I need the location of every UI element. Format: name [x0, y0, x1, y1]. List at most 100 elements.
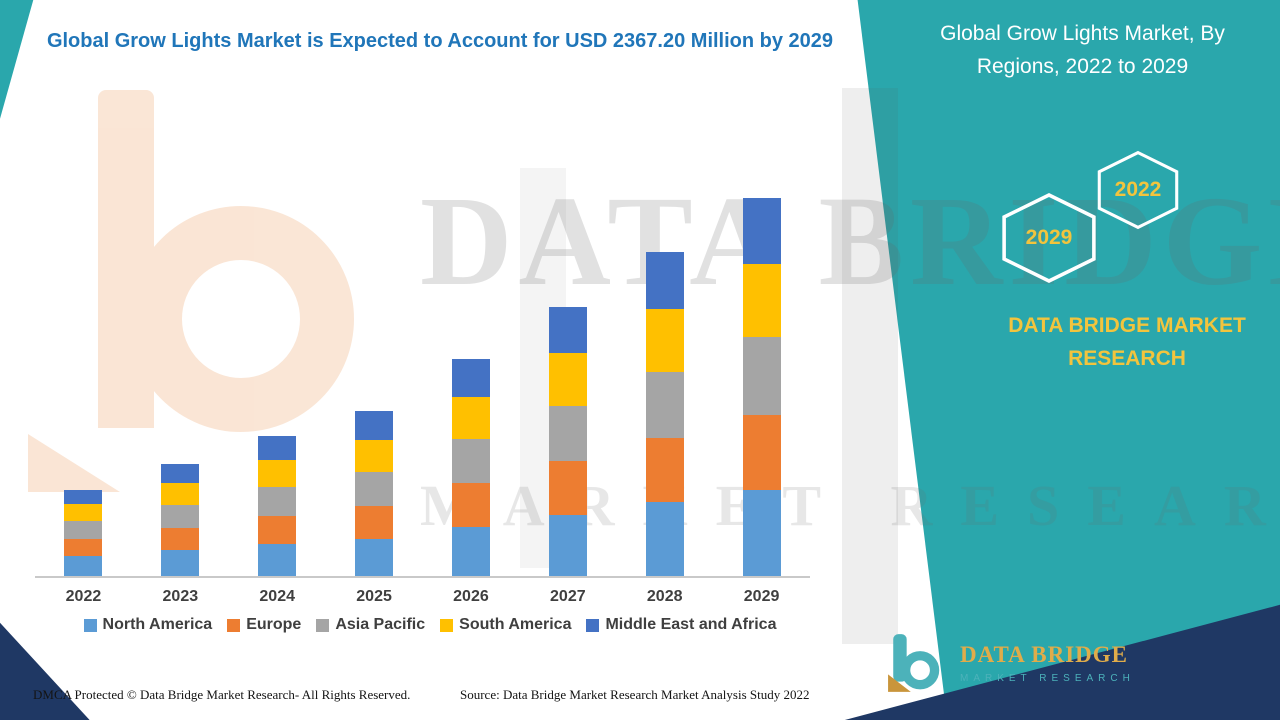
x-tick-label: 2023 — [162, 588, 199, 605]
brand-name-text: DATA BRIDGE MARKET RESEARCH — [1008, 314, 1246, 370]
chart-legend: North America Europe Asia Pacific South Ame… — [30, 616, 830, 634]
x-tick-label: 2026 — [453, 588, 489, 605]
bar-segment-middle-east-and-africa — [64, 490, 103, 504]
bar-segment-europe — [258, 516, 297, 545]
bar-segment-north-america — [742, 489, 781, 576]
bar-group-2028 — [616, 193, 713, 576]
watermark-stripe — [842, 88, 898, 644]
bar-segment-europe — [161, 528, 200, 551]
bar-segment-north-america — [161, 550, 200, 576]
bar-segment-north-america — [355, 538, 394, 576]
legend-swatch-icon — [316, 618, 330, 632]
bar-segment-asia-pacific — [645, 371, 684, 438]
stacked-bar — [64, 193, 103, 576]
bar-segment-south-america — [258, 460, 297, 488]
bar-segment-south-america — [64, 503, 103, 521]
stacked-bar — [645, 193, 684, 576]
bar-group-2022 — [35, 193, 132, 576]
bar-segment-middle-east-and-africa — [258, 436, 297, 461]
bar-segment-europe — [548, 461, 587, 515]
legend-item-south-america: South America — [440, 616, 571, 634]
hexagon-outline-icon — [1097, 150, 1179, 230]
bar-segment-north-america — [64, 556, 103, 576]
stacked-bar — [355, 193, 394, 576]
hexagon-badge-2029: 2029 — [998, 192, 1100, 284]
bar-segment-south-america — [161, 483, 200, 506]
hexagon-year-label: 2029 — [1025, 226, 1073, 249]
source-note: Source: Data Bridge Market Research Mark… — [460, 687, 810, 702]
footer-logo-name: DATA BRIDGE — [960, 642, 1128, 667]
bar-segment-south-america — [742, 264, 781, 338]
footer-logo: DATA BRIDGE MARKET RESEARCH — [886, 632, 1135, 694]
bar-segment-europe — [451, 483, 490, 527]
bar-group-2024 — [229, 193, 326, 576]
legend-label: Europe — [246, 616, 302, 633]
x-tick-label: 2029 — [743, 588, 780, 605]
legend-item-middle-east-and-africa: Middle East and Africa — [586, 616, 776, 634]
legend-label: Middle East and Africa — [605, 616, 777, 633]
bar-group-2027 — [519, 193, 616, 576]
x-tick-label: 2027 — [550, 588, 586, 605]
stacked-bar — [742, 193, 781, 576]
bar-segment-north-america — [258, 544, 297, 576]
bar-segment-north-america — [645, 501, 684, 576]
bar-segment-middle-east-and-africa — [355, 410, 394, 440]
bar-group-2023 — [132, 193, 229, 576]
legend-item-north-america: North America — [83, 616, 213, 634]
legend-swatch-icon — [586, 618, 600, 632]
bar-segment-europe — [742, 414, 781, 490]
bar-segment-asia-pacific — [258, 487, 297, 517]
dmca-notice: DMCA Protected © Data Bridge Market Rese… — [33, 687, 411, 702]
bar-segment-middle-east-and-africa — [548, 306, 587, 354]
legend-item-asia-pacific: Asia Pacific — [316, 616, 425, 634]
legend-label: North America — [102, 616, 213, 633]
bar-group-2025 — [326, 193, 423, 576]
bar-segment-south-america — [451, 396, 490, 439]
bar-segment-south-america — [548, 353, 587, 407]
hexagon-outline-icon — [1002, 193, 1096, 283]
bar-segment-asia-pacific — [161, 505, 200, 529]
bar-segment-north-america — [451, 526, 490, 576]
x-tick-label: 2025 — [356, 588, 392, 605]
data-bridge-logo-icon — [888, 634, 940, 692]
stacked-bar — [161, 193, 200, 576]
stacked-bar — [258, 193, 297, 576]
x-tick-label: 2028 — [646, 588, 683, 605]
chart-plot-area — [35, 193, 810, 578]
x-axis-labels: 2022 2023 2024 2025 2026 2027 2028 2029 — [35, 588, 810, 606]
bar-segment-south-america — [645, 308, 684, 372]
bar-segment-middle-east-and-africa — [451, 358, 490, 397]
bar-segment-asia-pacific — [451, 438, 490, 484]
chart-title: Global Grow Lights Market is Expected to… — [46, 30, 834, 52]
bar-group-2026 — [423, 193, 520, 576]
hexagon-year-label: 2022 — [1114, 178, 1162, 201]
bar-segment-middle-east-and-africa — [742, 198, 781, 265]
bar-segment-asia-pacific — [64, 520, 103, 539]
stacked-bar — [548, 193, 587, 576]
hexagon-badge-2022: 2022 — [1094, 150, 1182, 230]
bar-segment-europe — [64, 538, 103, 557]
brand-logo-watermark — [20, 78, 360, 498]
bar-segment-middle-east-and-africa — [645, 251, 684, 309]
legend-label: Asia Pacific — [335, 616, 426, 633]
legend-swatch-icon — [440, 618, 454, 632]
x-tick-label: 2022 — [65, 588, 102, 605]
bar-segment-asia-pacific — [548, 406, 587, 462]
bar-segment-north-america — [548, 514, 587, 576]
x-tick-label: 2024 — [259, 588, 295, 605]
legend-swatch-icon — [83, 618, 97, 632]
legend-item-europe: Europe — [227, 616, 301, 634]
footer-logo-subtitle: MARKET RESEARCH — [960, 673, 1135, 684]
legend-swatch-icon — [227, 618, 241, 632]
bar-segment-south-america — [355, 439, 394, 472]
bar-segment-asia-pacific — [742, 337, 781, 415]
bar-group-2029 — [713, 193, 810, 576]
legend-label: South America — [459, 616, 572, 633]
bar-segment-middle-east-and-africa — [161, 464, 200, 484]
bar-segment-europe — [355, 505, 394, 539]
bar-segment-asia-pacific — [355, 471, 394, 506]
panel-title: Global Grow Lights Market, By Regions, 2… — [940, 22, 1225, 78]
footer-logo-text: DATA BRIDGE MARKET RESEARCH — [960, 642, 1135, 684]
bar-segment-europe — [645, 437, 684, 502]
